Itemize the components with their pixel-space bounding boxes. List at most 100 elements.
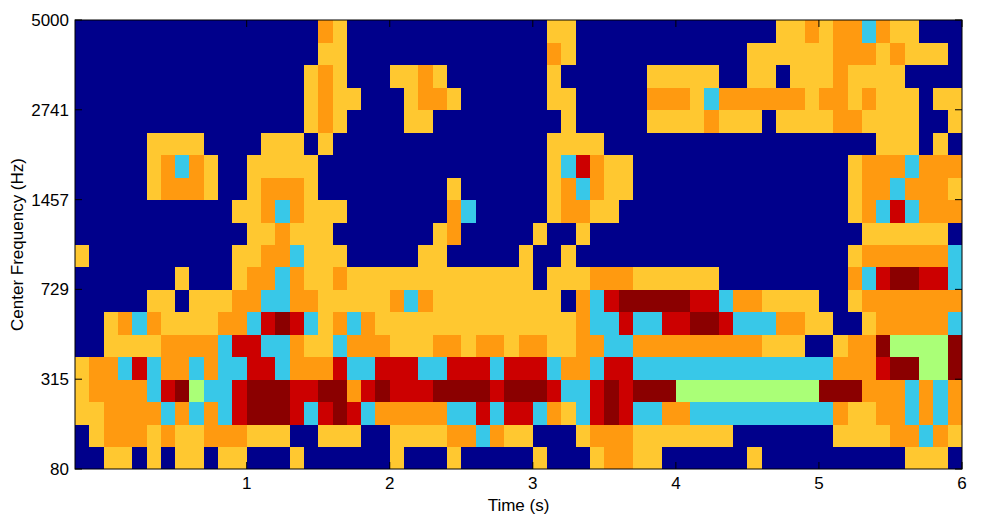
cell bbox=[104, 20, 119, 43]
cell bbox=[747, 446, 762, 469]
cell bbox=[75, 334, 90, 357]
cell bbox=[633, 379, 648, 402]
cell bbox=[576, 65, 591, 88]
cell bbox=[375, 222, 390, 245]
cell bbox=[261, 379, 276, 402]
cell bbox=[619, 334, 634, 357]
cell bbox=[204, 222, 219, 245]
cell bbox=[704, 87, 719, 110]
cell bbox=[604, 245, 619, 268]
cell bbox=[175, 379, 190, 402]
cell bbox=[890, 200, 905, 223]
cell bbox=[147, 200, 162, 223]
cell bbox=[318, 87, 333, 110]
cell bbox=[690, 132, 705, 155]
y-tick bbox=[75, 199, 82, 200]
cell bbox=[89, 177, 104, 200]
cell bbox=[204, 379, 219, 402]
cell bbox=[590, 42, 605, 65]
cell bbox=[662, 267, 677, 290]
cell bbox=[633, 267, 648, 290]
cell bbox=[547, 424, 562, 447]
cell bbox=[905, 42, 920, 65]
cell bbox=[333, 424, 348, 447]
cell bbox=[604, 379, 619, 402]
cell bbox=[132, 446, 147, 469]
cell bbox=[204, 446, 219, 469]
cell bbox=[662, 87, 677, 110]
cell bbox=[905, 87, 920, 110]
cell bbox=[347, 42, 362, 65]
cell bbox=[461, 42, 476, 65]
cell bbox=[461, 65, 476, 88]
cell bbox=[733, 42, 748, 65]
cell bbox=[390, 87, 405, 110]
cell bbox=[590, 334, 605, 357]
cell bbox=[776, 20, 791, 43]
cell bbox=[519, 200, 534, 223]
cell bbox=[819, 65, 834, 88]
cell bbox=[89, 267, 104, 290]
cell bbox=[633, 312, 648, 335]
cell bbox=[776, 402, 791, 425]
cell bbox=[175, 312, 190, 335]
cell bbox=[147, 357, 162, 380]
cell bbox=[833, 402, 848, 425]
cell bbox=[590, 289, 605, 312]
cell bbox=[504, 402, 519, 425]
cell bbox=[676, 155, 691, 178]
cell bbox=[232, 424, 247, 447]
x-tick-label: 3 bbox=[528, 474, 537, 493]
cell bbox=[704, 42, 719, 65]
cell bbox=[390, 222, 405, 245]
cell bbox=[433, 155, 448, 178]
cell bbox=[747, 267, 762, 290]
cell bbox=[676, 65, 691, 88]
cell bbox=[590, 65, 605, 88]
cell bbox=[418, 110, 433, 133]
cell bbox=[762, 132, 777, 155]
cell bbox=[848, 312, 863, 335]
cell bbox=[476, 379, 491, 402]
cell bbox=[561, 155, 576, 178]
cell bbox=[533, 42, 548, 65]
cell bbox=[776, 65, 791, 88]
y-tick-label: 2741 bbox=[31, 101, 69, 120]
cell bbox=[762, 200, 777, 223]
cell bbox=[848, 446, 863, 469]
cell bbox=[604, 446, 619, 469]
cell bbox=[247, 110, 262, 133]
cell bbox=[218, 402, 233, 425]
cell bbox=[333, 65, 348, 88]
cell bbox=[418, 424, 433, 447]
cell bbox=[862, 357, 877, 380]
cell bbox=[662, 334, 677, 357]
cell bbox=[218, 177, 233, 200]
cell bbox=[647, 222, 662, 245]
cell bbox=[104, 177, 119, 200]
cell bbox=[147, 312, 162, 335]
cell bbox=[933, 20, 948, 43]
cell bbox=[433, 267, 448, 290]
cell bbox=[676, 245, 691, 268]
cell bbox=[275, 424, 290, 447]
x-tick bbox=[532, 20, 533, 27]
cell bbox=[476, 177, 491, 200]
cell bbox=[819, 110, 834, 133]
cell bbox=[433, 132, 448, 155]
cell bbox=[633, 402, 648, 425]
cell bbox=[790, 110, 805, 133]
cell bbox=[619, 20, 634, 43]
x-tick-label: 1 bbox=[242, 474, 251, 493]
cell bbox=[933, 87, 948, 110]
cell bbox=[533, 402, 548, 425]
cell bbox=[747, 65, 762, 88]
cell bbox=[104, 87, 119, 110]
cell bbox=[662, 177, 677, 200]
cell bbox=[232, 222, 247, 245]
cell bbox=[633, 424, 648, 447]
cell bbox=[447, 222, 462, 245]
cell bbox=[375, 357, 390, 380]
cell bbox=[647, 110, 662, 133]
cell bbox=[848, 20, 863, 43]
